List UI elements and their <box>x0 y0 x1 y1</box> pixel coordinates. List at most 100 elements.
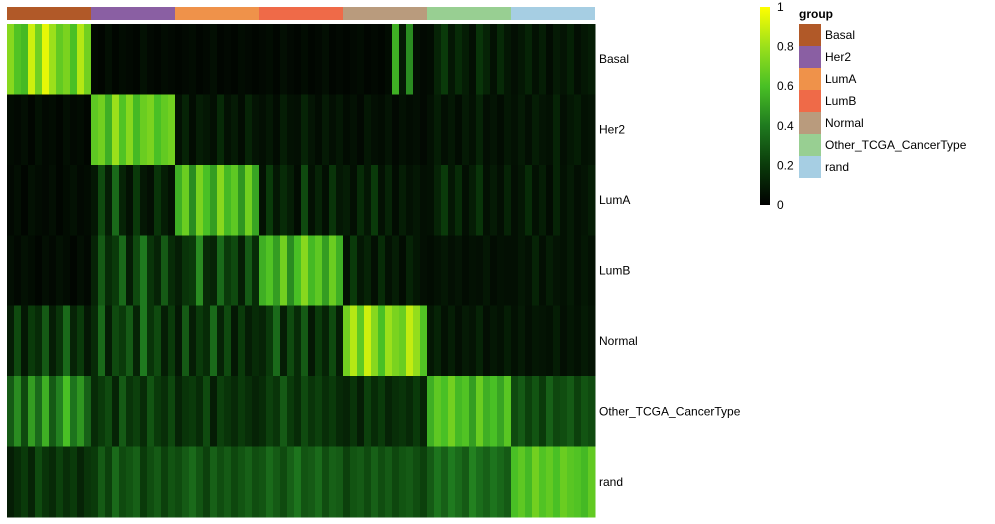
legend-label: LumB <box>825 94 856 108</box>
heatmap-cell <box>567 376 575 448</box>
heatmap-cell <box>70 94 78 166</box>
heatmap-cell <box>462 305 470 377</box>
heatmap-cell <box>238 446 246 518</box>
heatmap-cell <box>462 164 470 236</box>
heatmap-cell <box>294 164 302 236</box>
legend-label: LumA <box>825 72 856 86</box>
heatmap-cell <box>280 94 288 166</box>
heatmap-cell <box>14 94 22 166</box>
heatmap-cell <box>49 446 57 518</box>
heatmap-cell <box>217 235 225 307</box>
heatmap-cell <box>511 24 519 96</box>
heatmap-cell <box>189 24 197 96</box>
heatmap-cell <box>224 376 232 448</box>
heatmap-cell <box>413 446 421 518</box>
heatmap-cell <box>112 446 120 518</box>
heatmap-cell <box>378 376 386 448</box>
heatmap-cell <box>168 376 176 448</box>
heatmap-cell <box>224 305 232 377</box>
heatmap-cell <box>490 446 498 518</box>
heatmap-cell <box>322 164 330 236</box>
heatmap-cell <box>560 94 568 166</box>
heatmap-cell <box>294 24 302 96</box>
heatmap-cell <box>35 94 43 166</box>
heatmap-cell <box>56 446 64 518</box>
color-scale-tick-label: 0 <box>777 198 784 212</box>
heatmap-cell <box>266 235 274 307</box>
heatmap-cell <box>434 164 442 236</box>
heatmap-cell <box>210 24 218 96</box>
heatmap-cell <box>189 164 197 236</box>
heatmap-cell <box>427 235 435 307</box>
heatmap-cell <box>385 305 393 377</box>
heatmap-cell <box>574 376 582 448</box>
heatmap-cell <box>420 305 428 377</box>
heatmap-cell <box>133 446 141 518</box>
heatmap-cell <box>196 446 204 518</box>
heatmap-cell <box>371 24 379 96</box>
heatmap-cell <box>77 376 85 448</box>
heatmap-cell <box>182 376 190 448</box>
heatmap-cell <box>434 376 442 448</box>
heatmap-cell <box>245 376 253 448</box>
heatmap-cell <box>378 235 386 307</box>
heatmap-cell <box>70 376 78 448</box>
color-scale-tick-label: 0.4 <box>777 119 794 133</box>
heatmap-cell <box>455 235 463 307</box>
heatmap-cell <box>490 164 498 236</box>
heatmap-cell <box>329 24 337 96</box>
heatmap-cell <box>525 376 533 448</box>
heatmap-cell <box>539 446 547 518</box>
heatmap-cell <box>14 24 22 96</box>
heatmap-cell <box>56 24 64 96</box>
heatmap-cell <box>70 305 78 377</box>
legend-label: rand <box>825 160 849 174</box>
heatmap-cell <box>280 446 288 518</box>
heatmap-cell <box>140 376 148 448</box>
heatmap-cell <box>70 164 78 236</box>
heatmap-cell <box>210 376 218 448</box>
heatmap-cell <box>504 94 512 166</box>
heatmap-cell <box>532 376 540 448</box>
heatmap-cell <box>56 164 64 236</box>
heatmap-cell <box>315 24 323 96</box>
heatmap-cell <box>49 305 57 377</box>
heatmap-cell <box>154 305 162 377</box>
heatmap-cell <box>483 94 491 166</box>
heatmap-cell <box>84 305 92 377</box>
legend-label: Other_TCGA_CancerType <box>825 138 967 152</box>
heatmap-cell <box>98 376 106 448</box>
heatmap-cell <box>168 94 176 166</box>
heatmap-cell <box>273 94 281 166</box>
heatmap-cell <box>364 446 372 518</box>
heatmap-cell <box>329 376 337 448</box>
heatmap-cell <box>189 94 197 166</box>
heatmap-cell <box>343 376 351 448</box>
heatmap-cell <box>420 164 428 236</box>
heatmap-cell <box>196 164 204 236</box>
heatmap-cell <box>259 235 267 307</box>
heatmap-cell <box>210 305 218 377</box>
heatmap-cell <box>280 376 288 448</box>
heatmap-cell <box>252 164 260 236</box>
heatmap-cell <box>231 235 239 307</box>
heatmap-cell <box>140 235 148 307</box>
heatmap-cell <box>56 94 64 166</box>
heatmap-cell <box>329 164 337 236</box>
heatmap-cell <box>357 305 365 377</box>
heatmap-cell <box>196 305 204 377</box>
heatmap-cell <box>28 376 36 448</box>
heatmap-cell <box>112 24 120 96</box>
heatmap-cell <box>546 376 554 448</box>
heatmap-cell <box>567 94 575 166</box>
heatmap-cell <box>301 24 309 96</box>
legend-swatch <box>799 90 821 112</box>
heatmap-cell <box>126 446 134 518</box>
heatmap-cell <box>7 235 15 307</box>
heatmap-cell <box>147 235 155 307</box>
heatmap-cell <box>511 164 519 236</box>
heatmap-cell <box>28 94 36 166</box>
heatmap-cell <box>252 235 260 307</box>
heatmap-cell <box>175 305 183 377</box>
heatmap-cell <box>371 376 379 448</box>
